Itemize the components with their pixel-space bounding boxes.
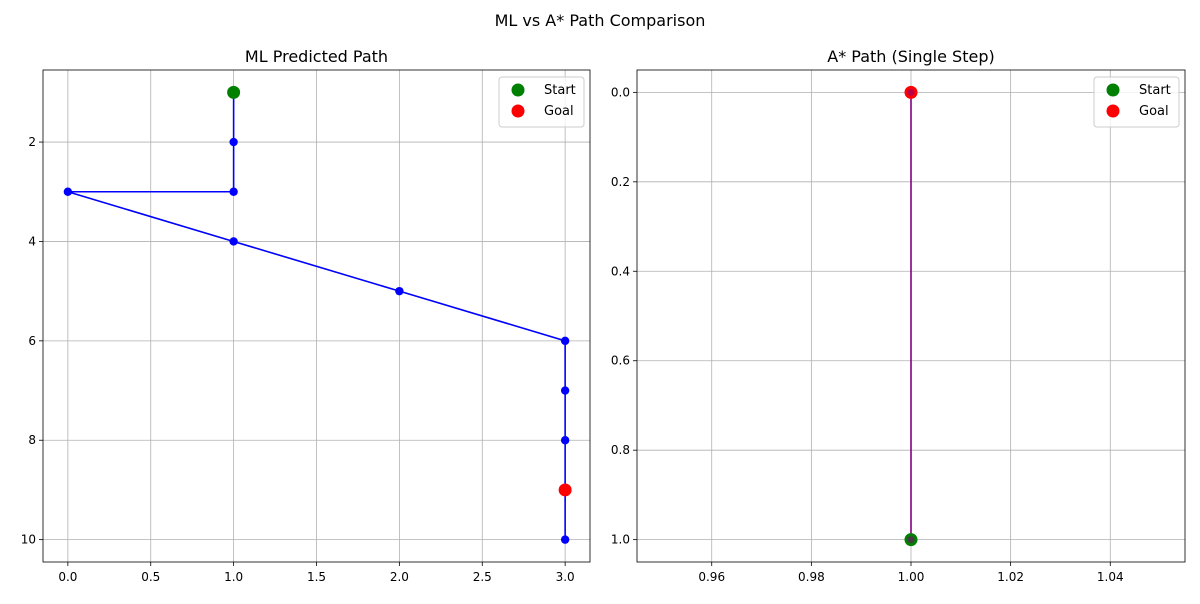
x-tick-label: 1.00: [898, 570, 925, 584]
y-tick-label: 0.4: [611, 264, 630, 278]
chart-2: A* Path (Single Step) 0.96 0.98 1.00 1.02 1.0…: [611, 47, 1186, 584]
chart-1: ML Predicted Path 0.0 0.5 1.0 1.5 2.0 2.5 3.0 2 4…: [21, 47, 591, 584]
legend: Start Goal: [498, 76, 585, 128]
x-tick-label: 2.0: [390, 570, 409, 584]
legend-marker: [511, 83, 525, 97]
legend-marker: [511, 104, 525, 118]
x-tick-label: 0.98: [798, 570, 825, 584]
legend-marker: [1106, 104, 1120, 118]
y-tick-label: 4: [28, 234, 36, 248]
chart-title: A* Path (Single Step): [827, 47, 994, 66]
path-point: [560, 535, 570, 544]
x-tick-label: 2.5: [473, 570, 492, 584]
y-tick-label: 0.8: [611, 443, 630, 457]
y-tick-label: 6: [28, 334, 36, 348]
legend-label: Goal: [544, 104, 574, 119]
x-tick-label: 1.0: [224, 570, 243, 584]
path-point: [229, 237, 238, 246]
path-point: [63, 187, 73, 196]
x-tick-label: 1.04: [1097, 570, 1124, 584]
path-point: [560, 336, 570, 346]
y-tick-label: 0.6: [611, 354, 630, 368]
axes-frame: [636, 69, 1186, 563]
x-tick-label: 1.5: [307, 570, 326, 584]
start-marker: [227, 85, 241, 99]
y-tick-label: 1.0: [611, 533, 630, 547]
path-point: [395, 286, 404, 296]
path-point: [229, 137, 238, 147]
legend-label: Start: [1139, 83, 1171, 98]
path-point: [560, 436, 570, 445]
legend: Start Goal: [1093, 76, 1180, 128]
y-tick-label: 10: [21, 533, 36, 547]
path-point: [560, 386, 570, 395]
x-tick-label: 1.02: [997, 570, 1024, 584]
chart-title: ML Predicted Path: [245, 47, 388, 66]
y-tick-label: 8: [28, 433, 36, 447]
x-tick-label: 3.0: [556, 570, 575, 584]
grid-lines: [43, 70, 590, 562]
path-point-overlay: [907, 88, 915, 96]
legend-label: Start: [544, 83, 576, 98]
y-tick-label: 0.0: [611, 85, 630, 99]
legend-label: Goal: [1139, 104, 1169, 119]
path-point-overlay: [907, 536, 915, 544]
y-tick-label: 0.2: [611, 175, 630, 189]
x-tick-label: 0.96: [698, 570, 725, 584]
y-tick-label: 2: [28, 135, 36, 149]
figure-suptitle: ML vs A* Path Comparison: [495, 11, 706, 30]
x-tick-label: 0.5: [141, 570, 160, 584]
x-tick-label: 0.0: [58, 570, 77, 584]
axes-frame: [42, 69, 591, 563]
legend-marker: [1106, 83, 1120, 97]
path-point: [229, 187, 238, 196]
goal-marker: [558, 483, 572, 497]
